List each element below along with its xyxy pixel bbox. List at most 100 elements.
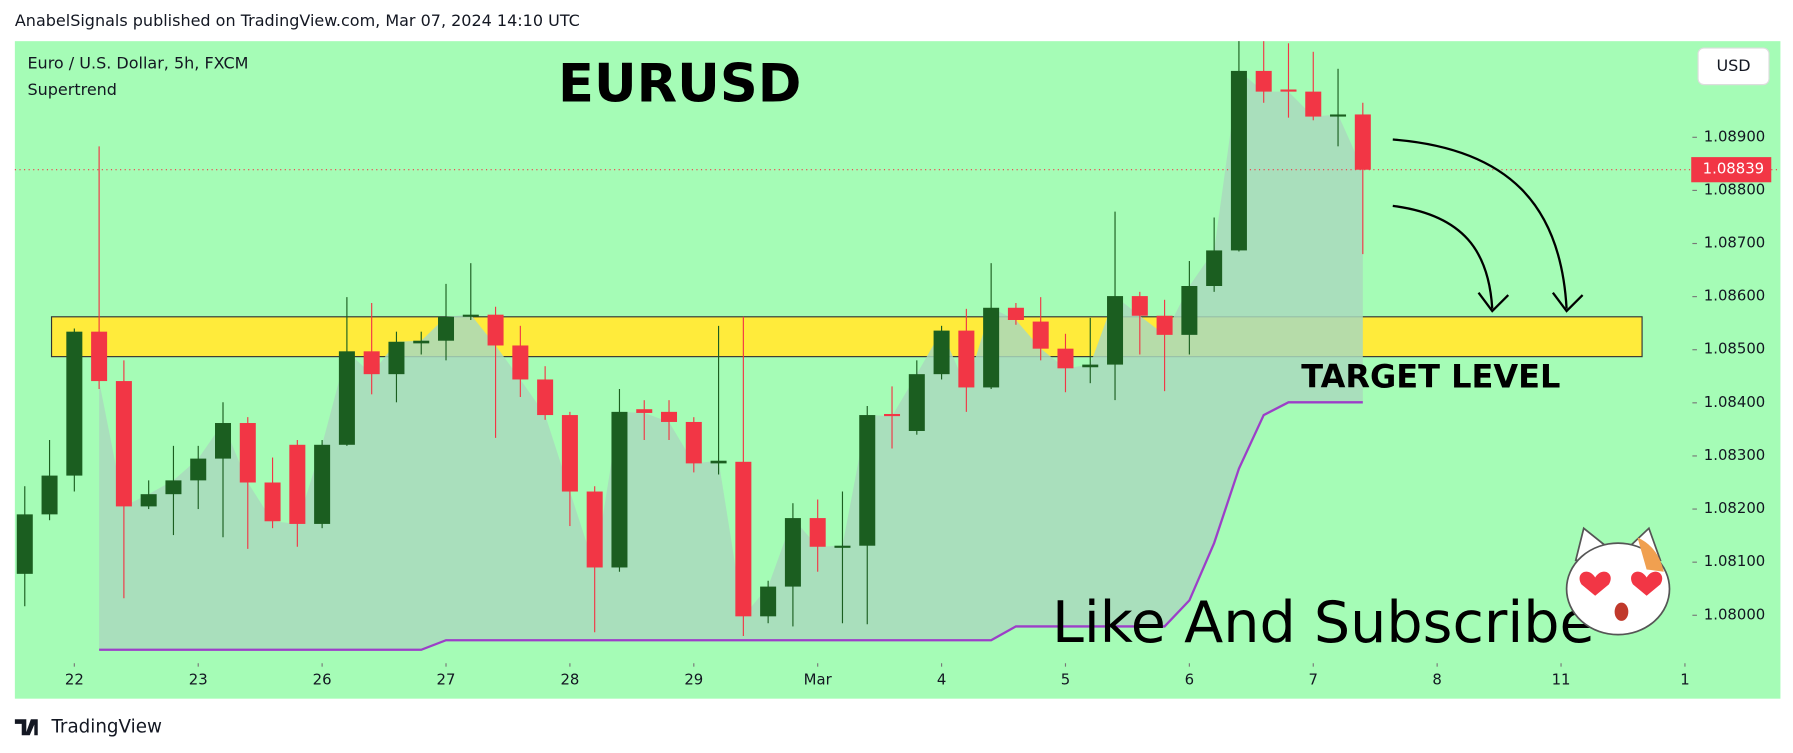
x-tick-label: 26 xyxy=(313,670,332,688)
cat-patch xyxy=(1637,537,1664,572)
candle-body xyxy=(462,314,479,317)
target-label: TARGET LEVEL xyxy=(1301,358,1560,396)
x-tick-label: 8 xyxy=(1432,670,1441,688)
publish-header: AnabelSignals published on TradingView.c… xyxy=(15,11,580,30)
candle-body xyxy=(16,514,33,574)
candle-body xyxy=(512,345,529,380)
candle-body xyxy=(115,381,132,507)
candle-body xyxy=(363,351,380,375)
candle-body xyxy=(784,518,801,587)
candle-body xyxy=(1230,70,1247,251)
candle-body xyxy=(41,475,58,515)
footer-brand: TradingView xyxy=(50,716,162,737)
supertrend-line xyxy=(99,401,1363,651)
candle-body xyxy=(884,413,901,417)
currency-box[interactable] xyxy=(1697,47,1770,86)
candle-body xyxy=(165,480,182,495)
x-tick-label: 7 xyxy=(1309,670,1318,688)
candle-body xyxy=(958,330,975,388)
x-tick-label: 1 xyxy=(1680,670,1689,688)
candle-body xyxy=(760,586,777,617)
x-tick-label: 28 xyxy=(560,670,579,688)
candle-body xyxy=(1181,285,1198,335)
marks-layer: 1.08000 1.08100 1.08200 1.08300 1.08400 1.085… xyxy=(14,41,1781,688)
arrow-head xyxy=(1551,292,1584,313)
y-tick-label: 1.08800 xyxy=(1704,180,1765,198)
candle-body xyxy=(338,351,355,445)
heart-eye xyxy=(1579,571,1611,596)
candle-body xyxy=(710,460,727,464)
trend-fill xyxy=(99,70,1363,650)
cat-sticker xyxy=(1565,526,1671,636)
candle-body xyxy=(413,340,430,344)
x-tick-label: 4 xyxy=(937,670,946,688)
cat-face xyxy=(1565,542,1671,636)
candle-body xyxy=(1057,348,1074,369)
target-zone xyxy=(50,316,1643,358)
x-tick-label: Mar xyxy=(804,670,833,688)
arrows xyxy=(1392,138,1584,313)
candle-body xyxy=(809,518,826,547)
candle-body xyxy=(636,409,653,413)
candle-body xyxy=(1305,91,1322,117)
candle-body xyxy=(685,421,702,464)
y-tick-label: 1.08000 xyxy=(1704,605,1765,623)
candle-body xyxy=(735,461,752,617)
symbol-subtitle: Euro / U.S. Dollar, 5h, FXCM xyxy=(27,54,248,73)
x-tick-label: 23 xyxy=(189,670,208,688)
last-price-badge xyxy=(1691,157,1772,183)
subscribe-text: Like And Subscribe xyxy=(1052,590,1595,656)
cat-mouth xyxy=(1614,602,1629,621)
y-tick-label: 1.08200 xyxy=(1704,499,1765,517)
candle-body xyxy=(1206,250,1223,286)
candle-body xyxy=(537,379,554,416)
last-price-label: 1.08839 xyxy=(1703,160,1764,178)
candle-body xyxy=(1280,89,1297,92)
x-tick-label: 29 xyxy=(684,670,703,688)
chart-title: EURUSD xyxy=(558,54,801,115)
x-tick-label: 27 xyxy=(437,670,456,688)
y-tick-label: 1.08900 xyxy=(1704,127,1765,145)
candle-body xyxy=(215,423,232,459)
candle-body xyxy=(1107,296,1124,365)
candle-body xyxy=(1032,321,1049,349)
candle-body xyxy=(239,423,256,483)
candle-body xyxy=(1156,315,1173,335)
candle-body xyxy=(834,545,851,548)
currency-label[interactable]: USD xyxy=(1716,56,1750,75)
candle-body xyxy=(1255,70,1272,92)
candle-body xyxy=(190,458,207,481)
candle-body xyxy=(66,331,83,476)
candle-body xyxy=(438,316,455,341)
candle-body xyxy=(661,411,678,422)
candle-body xyxy=(983,307,1000,388)
arrow-head xyxy=(1477,292,1510,313)
candle-body xyxy=(1330,114,1347,117)
candle-body xyxy=(314,444,331,524)
arrow-short xyxy=(1392,204,1494,309)
heart-eye xyxy=(1631,571,1663,596)
x-tick-label: 22 xyxy=(65,670,84,688)
y-tick-label: 1.08300 xyxy=(1704,446,1765,464)
indicator-label: Supertrend xyxy=(27,80,117,99)
x-tick-label: 6 xyxy=(1185,670,1194,688)
y-tick-label: 1.08500 xyxy=(1704,340,1765,358)
candle-body xyxy=(1082,364,1099,368)
candle-body xyxy=(586,491,603,568)
candle-body xyxy=(264,482,281,522)
candle-body xyxy=(1131,296,1148,316)
candle-body xyxy=(859,415,876,546)
candle-body xyxy=(388,341,405,375)
arrow-long xyxy=(1392,138,1568,309)
candle-body xyxy=(933,330,950,375)
candle-body xyxy=(289,444,306,524)
x-tick-label: 5 xyxy=(1061,670,1070,688)
y-tick-label: 1.08600 xyxy=(1704,287,1765,305)
candle-body xyxy=(91,331,108,382)
y-tick-label: 1.08100 xyxy=(1704,552,1765,570)
candle-body xyxy=(140,494,157,507)
candle-body xyxy=(611,411,628,568)
candle-body xyxy=(487,314,504,346)
candle-body xyxy=(1007,307,1024,320)
